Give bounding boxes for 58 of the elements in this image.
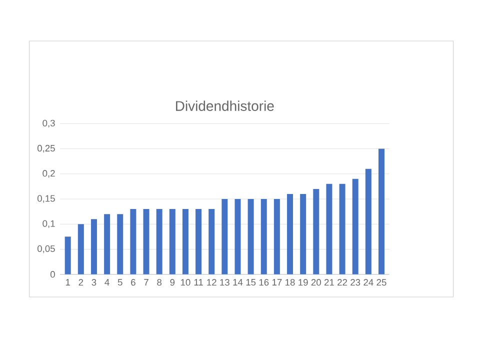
bar [169,209,176,274]
bar [196,209,202,274]
x-tick-label: 17 [272,279,282,286]
bar [90,219,97,274]
x-tick-label: 18 [286,279,295,286]
bar [352,178,358,274]
bar [130,209,136,274]
bar [313,188,320,274]
bar [64,236,71,274]
x-tick-label: 1 [66,279,70,286]
x-tick-label: 9 [170,279,175,286]
bar [208,209,215,274]
bar [274,199,280,274]
bar [182,209,188,274]
bar [117,214,124,274]
bar [365,168,372,274]
x-tick-label: 15 [246,279,256,286]
bar [339,184,346,274]
bar [143,209,150,274]
y-tick-label: 0,2 [42,170,55,178]
bar [104,214,110,274]
x-tick-label: 16 [259,279,269,286]
y-tick-label: 0,3 [42,120,55,128]
chart-title: Dividendhistorie [176,100,274,111]
bar [260,199,267,274]
x-tick-label: 20 [311,279,321,286]
x-tick-label: 2 [78,279,84,286]
bar [378,148,384,274]
x-tick-label: 3 [92,279,96,286]
bar [287,194,294,274]
x-tick-label: 7 [144,279,148,286]
y-tick-label: 0,1 [42,220,55,228]
bar [326,184,332,274]
y-tick-label: 0,25 [37,144,55,153]
bar [234,199,241,274]
x-tick-label: 14 [233,279,243,286]
y-tick-label: 0 [50,271,55,278]
bar [248,199,254,274]
x-tick-label: 11 [194,279,203,286]
x-tick-label: 19 [298,279,308,286]
x-tick-label: 8 [157,279,162,286]
bar [222,199,228,274]
x-tick-label: 5 [118,279,122,286]
x-tick-label: 13 [220,279,230,286]
x-tick-label: 4 [104,279,110,286]
y-tick-label: 0,15 [37,195,55,203]
bar [78,224,84,274]
x-tick-label: 21 [324,279,334,286]
x-tick-label: 25 [376,279,386,286]
x-tick-label: 23 [350,279,360,286]
x-tick-label: 10 [180,279,190,286]
x-tick-label: 24 [364,279,374,286]
bar [300,194,306,274]
x-tick-label: 12 [207,279,216,286]
x-tick-label: 22 [338,279,348,286]
bar [156,209,162,274]
y-tick-label: 0,05 [37,245,55,254]
x-tick-label: 6 [131,279,136,286]
